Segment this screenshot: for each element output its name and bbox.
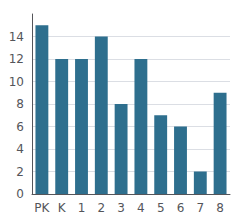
svg-text:4: 4: [16, 142, 24, 156]
svg-text:0: 0: [16, 187, 24, 201]
svg-text:6: 6: [16, 120, 24, 134]
svg-text:K: K: [58, 201, 67, 215]
svg-text:2: 2: [16, 165, 24, 179]
svg-text:10: 10: [9, 75, 24, 89]
svg-text:6: 6: [177, 201, 185, 215]
svg-text:12: 12: [9, 52, 24, 66]
svg-text:2: 2: [97, 201, 105, 215]
svg-text:7: 7: [196, 201, 204, 215]
svg-text:5: 5: [157, 201, 165, 215]
svg-text:8: 8: [216, 201, 224, 215]
svg-text:1: 1: [78, 201, 86, 215]
svg-text:14: 14: [9, 30, 24, 44]
svg-text:PK: PK: [34, 201, 50, 215]
svg-text:3: 3: [117, 201, 125, 215]
svg-text:8: 8: [16, 97, 24, 111]
svg-text:4: 4: [137, 201, 145, 215]
